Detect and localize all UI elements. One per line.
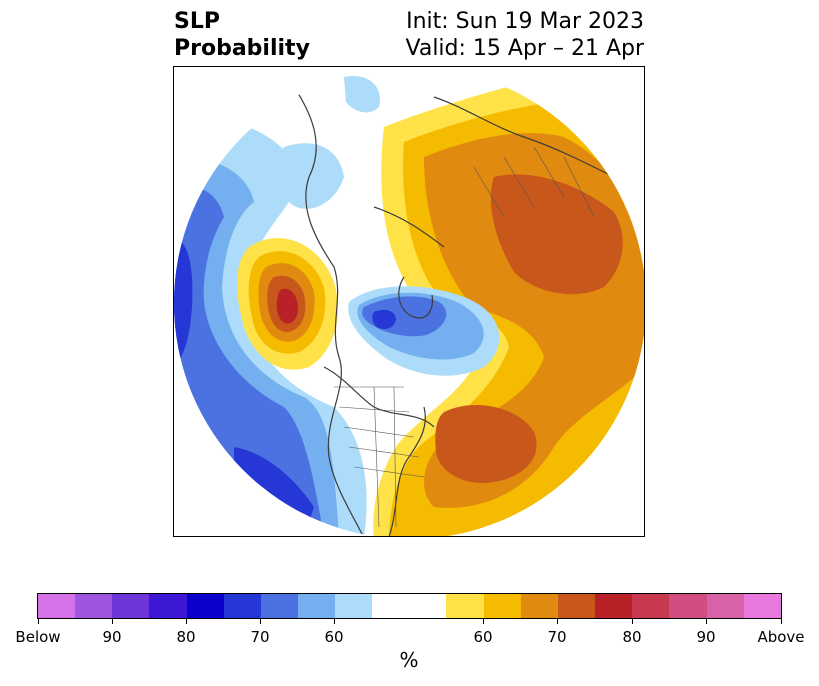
- title-type: Probability: [174, 36, 310, 61]
- colorbar-segment: [112, 594, 150, 618]
- above-red-pacific: [276, 288, 298, 324]
- colorbar-tick-mark: [483, 619, 484, 624]
- borders: [334, 146, 595, 528]
- above-rust-atlantic: [435, 404, 537, 483]
- valid-range: Valid: 15 Apr – 21 Apr: [405, 36, 645, 61]
- colorbar-tick-mark: [112, 619, 113, 624]
- probability-colorbar: [37, 593, 782, 619]
- colorbar-tick-mark: [334, 619, 335, 624]
- colorbar-segment: [260, 594, 299, 618]
- colorbar-segment: [149, 594, 187, 618]
- colorbar-segment: [557, 594, 596, 618]
- chart-title-left: SLP Probability: [174, 8, 310, 62]
- probability-map: [173, 66, 645, 537]
- colorbar-tick-mark: [260, 619, 261, 624]
- colorbar-tick-label: 60: [324, 628, 344, 646]
- colorbar-tick-label: 80: [622, 628, 642, 646]
- colorbar-tick-mark: [706, 619, 707, 624]
- colorbar-tick-label: Above: [757, 628, 805, 646]
- colorbar-tick-mark: [557, 619, 558, 624]
- colorbar-tick-mark: [38, 619, 39, 624]
- colorbar-tick-mark: [781, 619, 782, 624]
- colorbar-segment: [595, 594, 633, 618]
- colorbar-units: %: [399, 648, 419, 672]
- colorbar-segment: [483, 594, 521, 618]
- colorbar-segment: [186, 594, 224, 618]
- colorbar-segment: [38, 594, 76, 618]
- title-variable: SLP: [174, 9, 220, 34]
- colorbar-segment: [632, 594, 670, 618]
- init-date: Init: Sun 19 Mar 2023: [406, 9, 644, 34]
- below-deep-arctic: [372, 309, 396, 329]
- map-svg: [174, 67, 644, 536]
- colorbar-segment: [298, 594, 336, 618]
- below-deep-region-west: [174, 237, 193, 367]
- colorbar-segment: [223, 594, 261, 618]
- colorbar-tick-mark: [632, 619, 633, 624]
- colorbar-segment: [372, 594, 447, 618]
- colorbar-segment: [75, 594, 113, 618]
- colorbar-tick-mark: [186, 619, 187, 624]
- colorbar-segment: [669, 594, 707, 618]
- colorbar-tick-label: Below: [15, 628, 61, 646]
- below-light-top: [344, 76, 380, 113]
- colorbar-tick-label: 90: [696, 628, 716, 646]
- colorbar-tick-label: 70: [547, 628, 567, 646]
- colorbar-tick-label: 60: [473, 628, 493, 646]
- coastlines: [293, 86, 615, 536]
- colorbar-tick-label: 70: [250, 628, 270, 646]
- colorbar-tick-label: 80: [176, 628, 196, 646]
- colorbar-segment: [743, 594, 781, 618]
- colorbar-segment: [520, 594, 558, 618]
- above-rust-east: [490, 174, 623, 295]
- below-light-north: [278, 143, 344, 209]
- colorbar-segment: [446, 594, 484, 618]
- colorbar-tick-label: 90: [102, 628, 122, 646]
- chart-title-right: Init: Sun 19 Mar 2023 Valid: 15 Apr – 21…: [406, 8, 645, 62]
- colorbar-segment: [335, 594, 373, 618]
- colorbar-segment: [706, 594, 744, 618]
